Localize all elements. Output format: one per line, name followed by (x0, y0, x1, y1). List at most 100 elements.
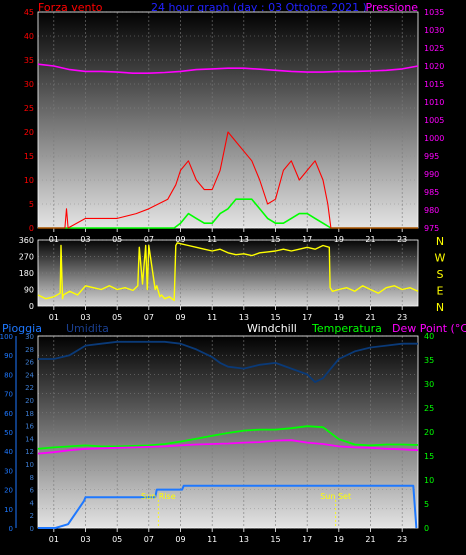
temperature-series (37, 425, 419, 450)
temperature-y-tick-label: 15 (424, 452, 434, 461)
pressure-y-tick-label: 1005 (424, 116, 444, 125)
compass-label: S (437, 268, 444, 281)
x-tick-label: 05 (112, 535, 122, 544)
wind-speed-series (38, 131, 418, 229)
pressure-y-tick-label: 985 (424, 188, 439, 197)
umidita-y-tick-label: 20 (25, 397, 34, 405)
pioggia-y-tick-label: 60 (4, 410, 13, 418)
umidita-y-tick-label: 6 (30, 487, 35, 495)
compass-label: N (436, 301, 444, 314)
dewpoint-series (37, 439, 419, 455)
x-tick-label: 23 (397, 535, 407, 544)
wind-y-tick-label: 10 (24, 176, 34, 185)
pressure-y-tick-label: 1020 (424, 62, 444, 71)
x-tick-label: 17 (302, 535, 312, 544)
x-tick-label: 13 (239, 313, 249, 322)
direction-y-tick-label: 270 (19, 253, 34, 262)
x-tick-label: 07 (144, 313, 154, 322)
temperature-y-tick-label: 20 (424, 428, 434, 437)
umidita-y-tick-label: 22 (25, 384, 34, 392)
pressure-y-tick-label: 980 (424, 206, 439, 215)
x-tick-label: 09 (175, 235, 185, 244)
x-tick-label: 13 (239, 235, 249, 244)
pioggia-y-tick-label: 20 (4, 487, 13, 495)
panel-frame (37, 335, 419, 529)
x-tick-label: 01 (49, 313, 59, 322)
umidita-y-tick-label: 16 (25, 423, 34, 431)
umidita-y-tick-label: 10 (25, 461, 34, 469)
x-tick-label: 01 (49, 235, 59, 244)
x-tick-label: 07 (144, 235, 154, 244)
compass-label: E (437, 285, 444, 298)
pressure-y-tick-label: 1030 (424, 26, 444, 35)
sun-marker-label: Sun Rise (141, 492, 176, 501)
temperature-y-tick-label: 25 (424, 404, 434, 413)
temperature-y-tick-label: 35 (424, 356, 434, 365)
x-tick-label: 21 (365, 313, 375, 322)
umidita-label: Umidita (66, 322, 109, 335)
pressure-y-tick-label: 1035 (424, 8, 444, 17)
x-tick-label: 01 (49, 535, 59, 544)
temperature-y-tick-label: 10 (424, 476, 434, 485)
temperature-y-tick-label: 5 (424, 500, 429, 509)
compass-label: N (436, 235, 444, 248)
panel-frame (37, 11, 419, 229)
x-tick-label: 11 (207, 535, 217, 544)
pioggia-y-tick-label: 0 (9, 525, 13, 533)
wind-y-tick-label: 20 (24, 128, 34, 137)
x-tick-label: 11 (207, 235, 217, 244)
pioggia-y-tick-label: 10 (4, 506, 13, 514)
wind-y-tick-label: 40 (24, 32, 34, 41)
wind-y-tick-label: 15 (24, 152, 34, 161)
pioggia-y-tick-label: 90 (4, 352, 13, 360)
series-layer (37, 63, 419, 529)
pioggia-y-tick-label: 80 (4, 371, 13, 379)
x-tick-label: 17 (302, 235, 312, 244)
dewpoint-label: Dew Point (°C) (392, 322, 466, 335)
wind-gust-series (38, 198, 418, 229)
x-tick-label: 15 (270, 235, 280, 244)
panel-frame (37, 239, 419, 307)
pressure-y-tick-label: 1000 (424, 134, 444, 143)
panel-wind-pressure (38, 12, 418, 228)
direction-y-tick-label: 360 (19, 236, 34, 245)
pressure-series (37, 63, 419, 74)
x-tick-label: 19 (334, 313, 344, 322)
wind-speed-title: Forza vento (38, 1, 103, 14)
chart-title: 24 hour graph (day : 03 Ottobre 2021 ) (151, 1, 367, 14)
pressure-y-tick-label: 1025 (424, 44, 444, 53)
wind-y-tick-label: 30 (24, 80, 34, 89)
umidita-y-tick-label: 12 (25, 448, 34, 456)
temperature-y-tick-label: 40 (424, 332, 434, 341)
pioggia-y-tick-label: 100 (0, 333, 13, 341)
pressure-y-tick-label: 1010 (424, 98, 444, 107)
wind-y-tick-label: 25 (24, 104, 34, 113)
x-tick-label: 03 (80, 535, 90, 544)
direction-y-tick-label: 180 (19, 269, 34, 278)
x-tick-label: 19 (334, 235, 344, 244)
x-tick-label: 03 (80, 313, 90, 322)
direction-y-tick-label: 0 (29, 302, 34, 311)
umidita-y-tick-label: 30 (25, 333, 34, 341)
temperature-y-tick-label: 30 (424, 380, 434, 389)
pressure-y-tick-label: 975 (424, 224, 439, 233)
umidita-y-tick-label: 28 (25, 346, 34, 354)
wind-y-tick-label: 0 (29, 224, 34, 233)
x-tick-label: 23 (397, 235, 407, 244)
umidita-y-tick-label: 8 (30, 474, 34, 482)
pressure-y-tick-label: 1015 (424, 80, 444, 89)
x-tick-label: 23 (397, 313, 407, 322)
x-tick-label: 15 (270, 313, 280, 322)
x-tick-label: 21 (365, 535, 375, 544)
axis-layer: 01 03 05 07 09 11 13 15 17 19 21 230510152025303540… (0, 8, 446, 544)
pioggia-y-tick-label: 30 (4, 467, 13, 475)
wind-y-tick-label: 35 (24, 56, 34, 65)
umidita-y-tick-label: 24 (25, 371, 34, 379)
umidita-y-tick-label: 26 (25, 359, 34, 367)
temperature-y-tick-label: 0 (424, 524, 429, 533)
windchill-label: Windchill (247, 322, 297, 335)
wind-y-tick-label: 45 (24, 8, 34, 17)
x-tick-label: 09 (175, 535, 185, 544)
